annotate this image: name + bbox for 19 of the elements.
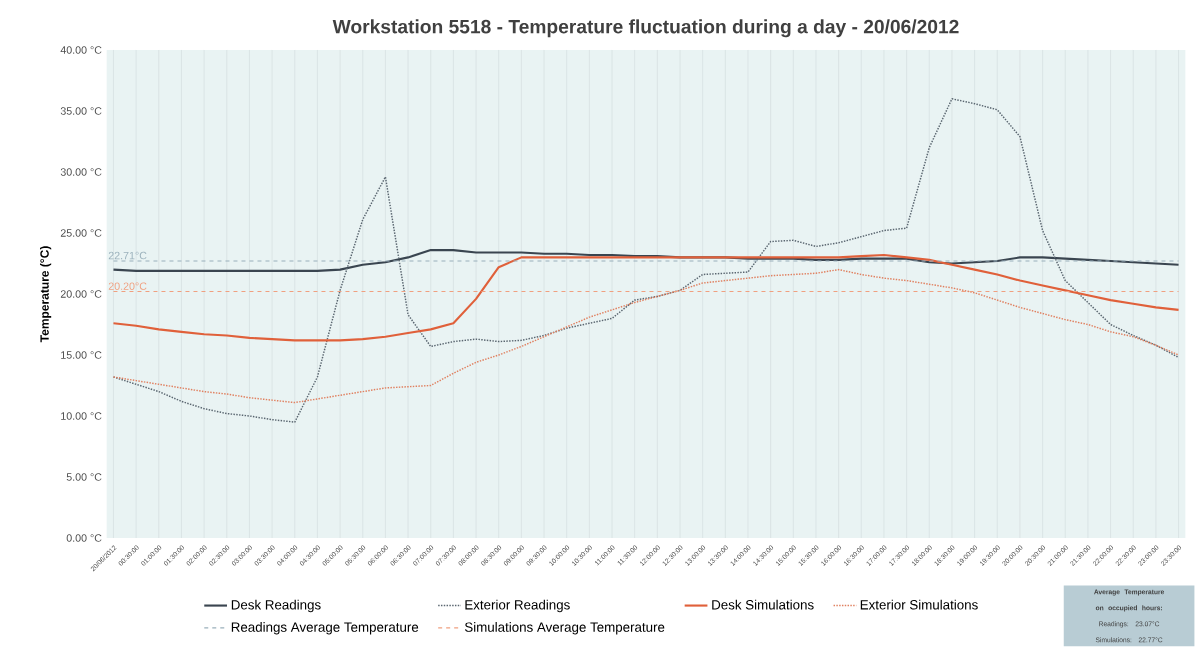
y-tick-label: 30.00 °C [60,168,102,176]
legend-label: Exterior Readings [465,599,570,613]
y-tick-label: 40.00 °C [60,46,102,54]
y-tick-label: 35.00 °C [60,107,102,115]
legend-label: Desk Readings [231,599,321,613]
y-tick-label: 0.00 °C [66,534,102,542]
y-tick-label: 20.00 °C [60,290,102,298]
legend-label: Simulations Average Temperature [464,622,665,635]
chart-title: Workstation 5518 - Temperature fluctuation during a day - 20/06/2012 [332,19,959,38]
y-tick-label: 10.00 °C [61,412,102,420]
legend-label: Exterior Simulations [860,599,978,610]
legend-label: Readings Average Temperature [231,622,419,635]
annotation: 22.71°C [108,251,147,260]
y-axis-title: Temperature (°C) [39,246,52,343]
annotation: 20.20°C [108,282,147,290]
y-tick-label: 15.00 °C [61,351,102,359]
legend-label: Desk Simulations [712,599,814,610]
y-tick-label: 25.00 °C [60,229,102,237]
y-tick-label: 5.00 °C [66,473,102,481]
